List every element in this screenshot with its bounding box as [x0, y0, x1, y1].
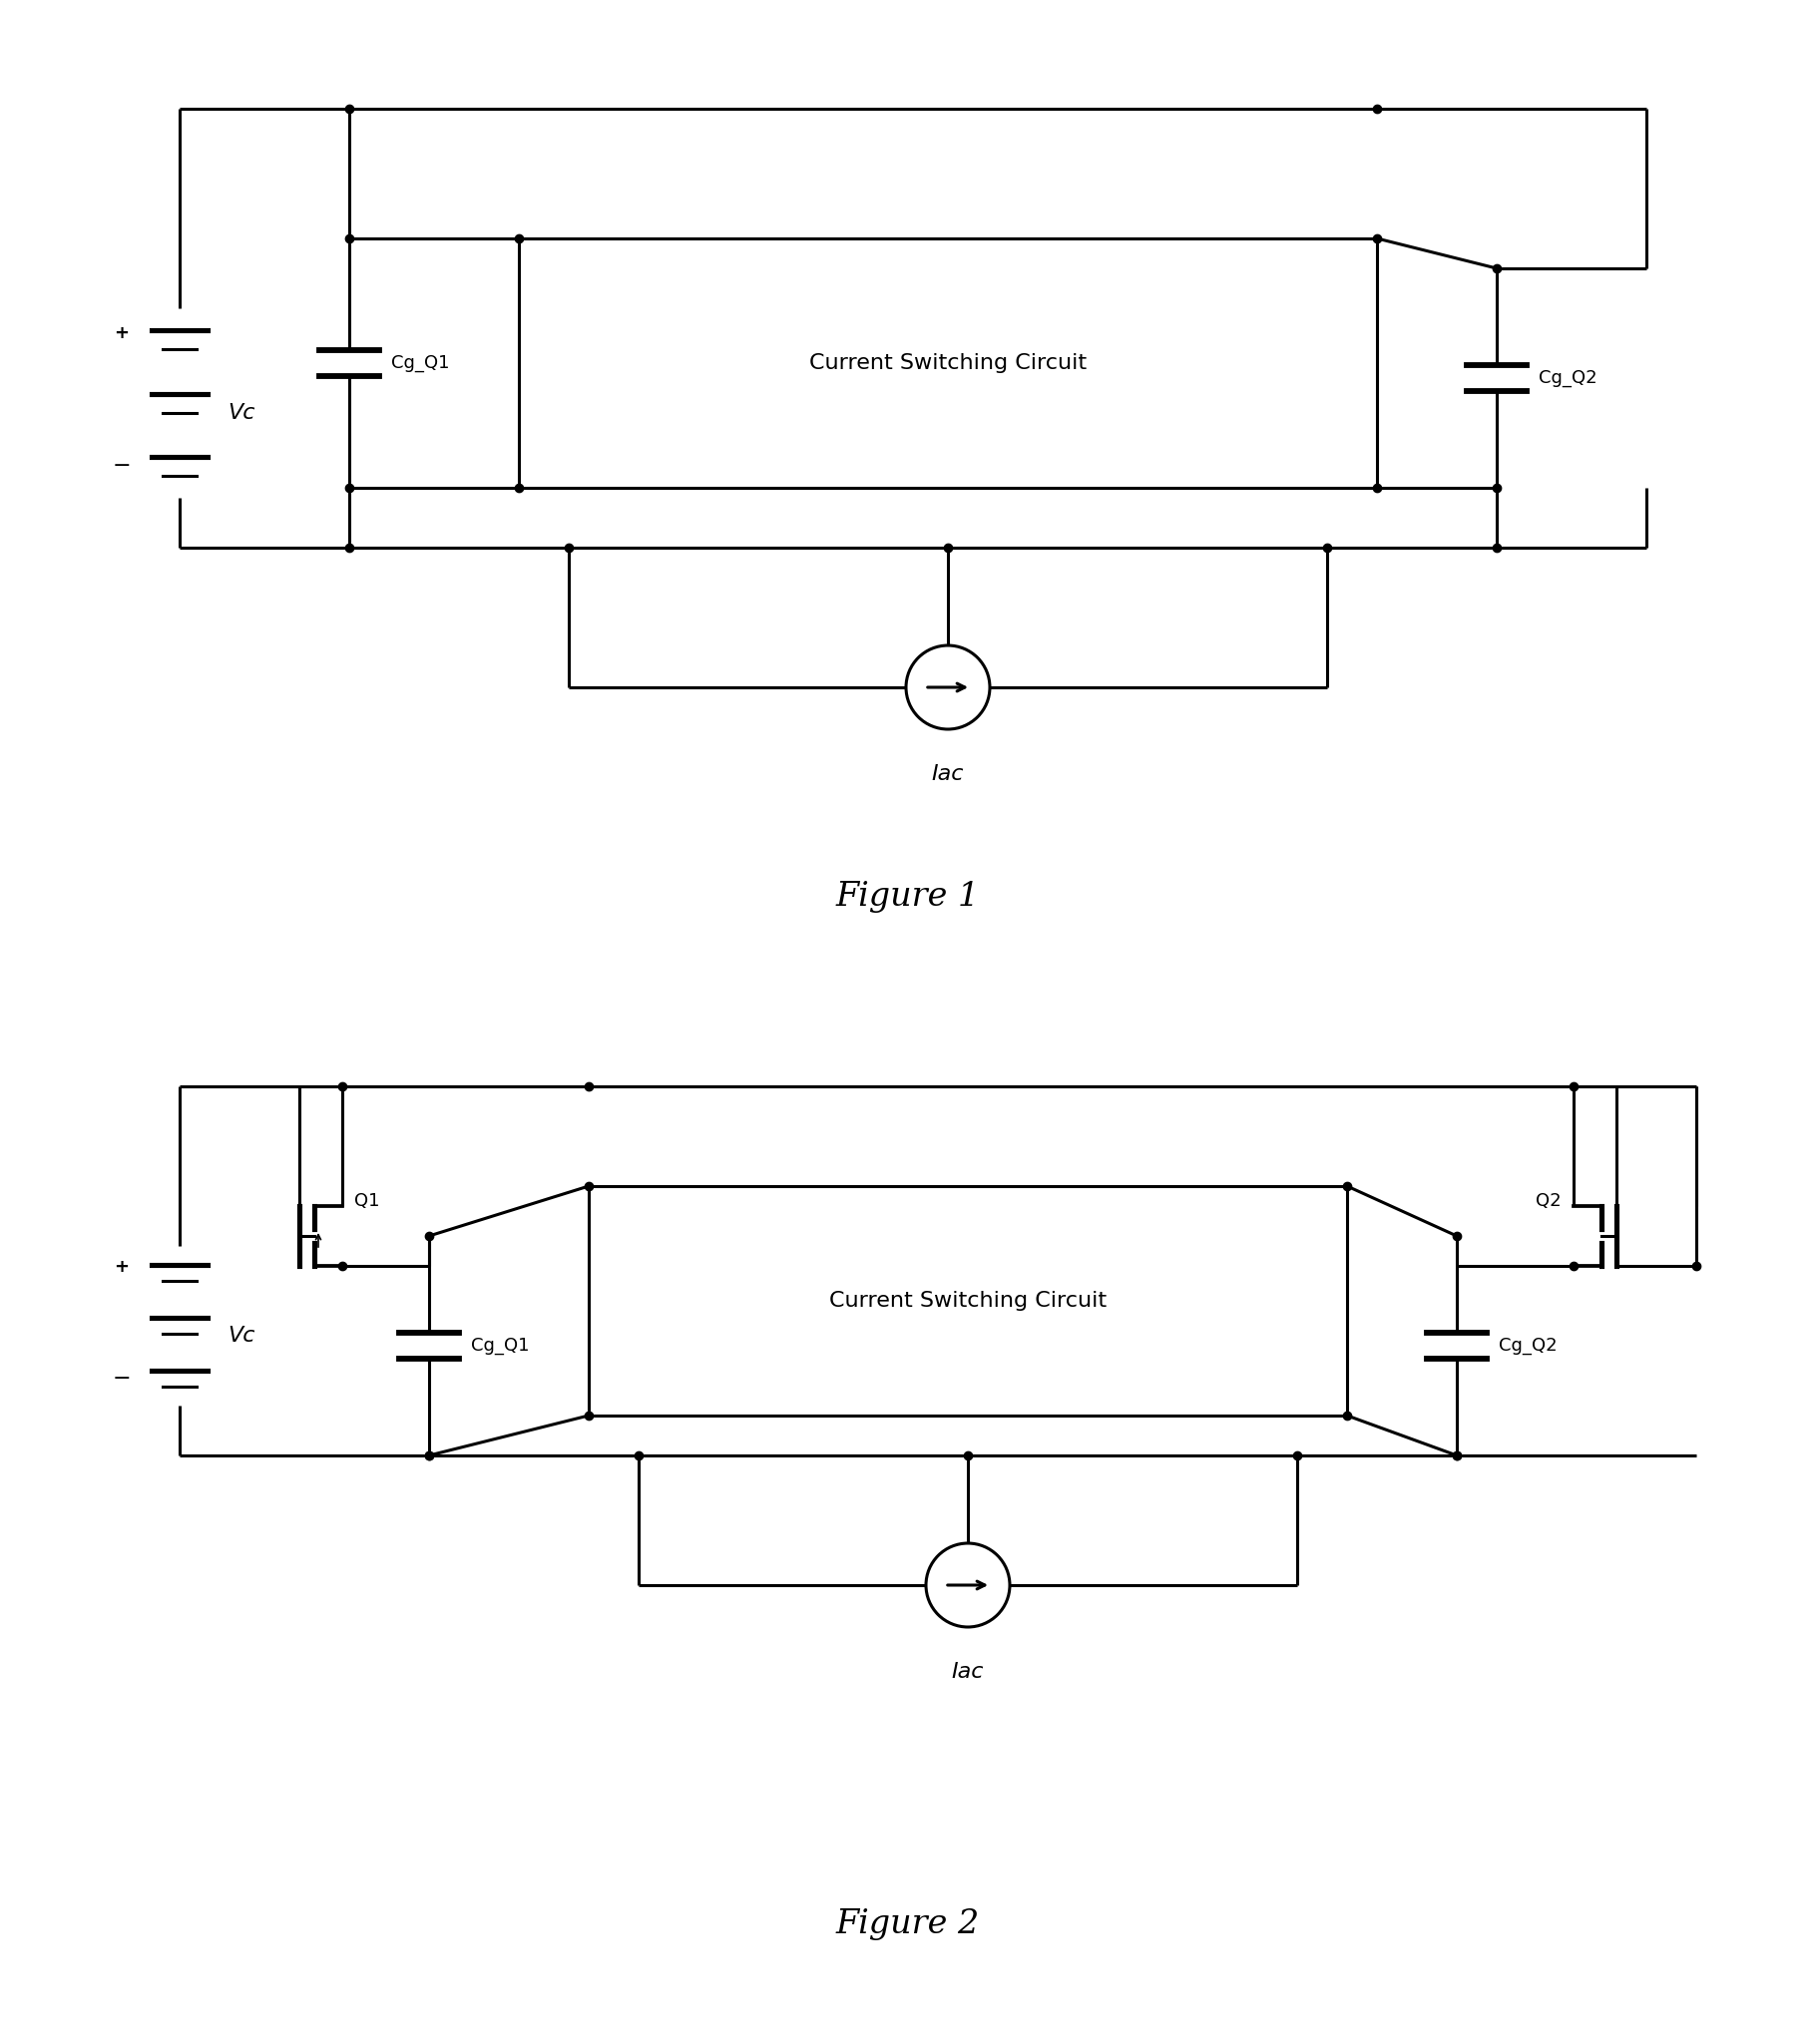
Text: Cg_Q2: Cg_Q2 [1538, 370, 1596, 386]
Text: Vc: Vc [227, 403, 254, 423]
Text: Cg_Q1: Cg_Q1 [470, 1337, 528, 1355]
Text: Current Switching Circuit: Current Switching Circuit [830, 1292, 1106, 1310]
Text: Current Switching Circuit: Current Switching Circuit [810, 354, 1086, 374]
Text: Cg_Q2: Cg_Q2 [1498, 1337, 1556, 1355]
Text: −: − [113, 1369, 131, 1390]
Text: Q2: Q2 [1536, 1192, 1562, 1210]
Text: +: + [114, 1259, 129, 1275]
Text: Cg_Q1: Cg_Q1 [390, 354, 450, 372]
Text: Figure 2: Figure 2 [835, 1909, 981, 1940]
Text: +: + [114, 325, 129, 343]
Bar [588, 1186, 1347, 1416]
Bar [519, 239, 1377, 489]
Text: Figure 1: Figure 1 [835, 881, 981, 914]
Text: Q1: Q1 [354, 1192, 380, 1210]
Text: Iac: Iac [932, 764, 964, 785]
Text: Vc: Vc [227, 1327, 254, 1345]
Text: −: − [113, 456, 131, 476]
Text: Iac: Iac [952, 1662, 984, 1682]
